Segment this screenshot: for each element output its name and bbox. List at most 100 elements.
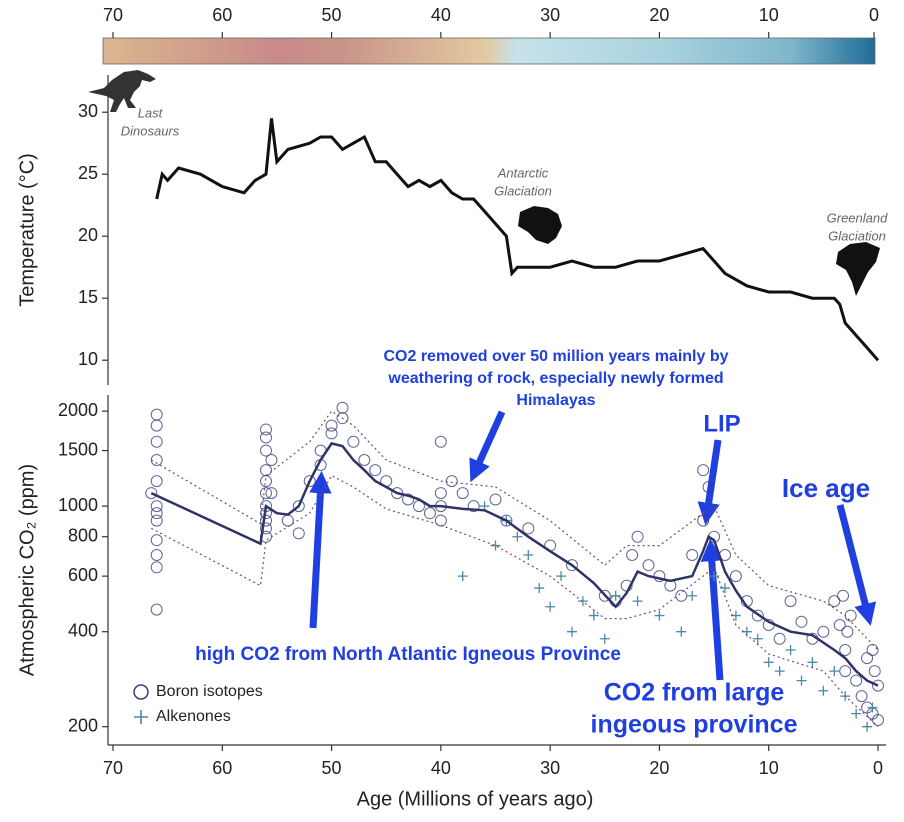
x-tick-label: 40 [431,758,451,778]
alkenone-point [687,590,698,601]
arrow [700,538,724,681]
trend-line [150,441,879,687]
arrow [469,410,506,483]
boron-point [150,549,163,562]
boron-point [839,665,852,678]
x-tick-label: 50 [322,5,342,25]
boron-point [434,514,447,527]
legend-label: Boron isotopes [156,683,263,700]
y-tick-label: 10 [78,349,98,369]
boron-point [697,464,710,477]
alkenone-point [867,702,878,713]
alkenone-point [577,596,588,607]
x-tick-label: 30 [540,758,560,778]
x-tick-label: 20 [649,758,669,778]
boron-point [260,464,272,477]
x-tick-label: 0 [869,5,879,25]
boron-point [868,665,881,678]
boron-point [751,609,764,622]
alkenone-point [534,583,545,594]
y-tick-label: 200 [68,715,98,735]
boron-point [795,615,808,628]
x-tick-label: 10 [759,758,779,778]
alkenone-point [490,540,501,551]
boron-point [150,419,163,432]
x-tick-label: 70 [103,5,123,25]
boron-point [281,514,294,527]
boron-point [861,652,874,665]
boron-point [391,487,404,500]
boron-point [833,619,846,632]
annotation: Himalayas [516,392,595,409]
boron-point [150,561,163,574]
boron-point [500,514,513,527]
boron-point [844,609,857,622]
boron-point [434,487,447,500]
x-tick-label: 50 [322,758,342,778]
boron-point [358,454,371,467]
boron-point [150,475,163,488]
boron-point [456,487,469,500]
annotation: LIP [703,410,740,437]
antarctica-icon [518,206,562,244]
boron-point [489,493,502,506]
annotation: CO2 removed over 50 million years mainly… [383,348,728,365]
boron-point [626,549,639,562]
alkenone-point [851,708,862,719]
y-tick-label: 800 [68,525,98,545]
annotation: Antarctic [497,165,549,180]
boron-point [839,644,852,657]
boron-point [855,690,868,703]
annotation: Ice age [782,473,870,503]
alkenone-point [785,645,796,656]
boron-point [265,487,278,500]
boron-point [260,514,272,527]
boron-point [729,570,742,583]
boron-point [686,549,699,562]
boron-point [434,435,447,448]
y-tick-label: 1500 [58,439,98,459]
legend-marker [133,684,149,700]
annotation: CO2 from large [604,679,785,707]
alkenone-point [567,626,577,637]
y-axis-label: Atmospheric CO₂ (ppm) [16,464,38,676]
x-tick-label: 40 [431,5,451,25]
boron-point [445,475,458,488]
bound-line [150,410,879,651]
legend-label: Alkenones [156,708,231,725]
alkenone-point [807,657,818,668]
boron-point [150,603,163,616]
annotation: high CO2 from North Atlantic Igneous Pro… [195,644,621,665]
annotation: Glaciation [828,228,886,243]
boron-point [423,507,436,520]
boron-point [566,559,578,572]
y-tick-label: 15 [78,287,98,307]
alkenone-point [556,571,567,582]
boron-point [260,444,272,457]
boron-point [369,464,382,477]
legend-marker [134,710,148,724]
boron-point [303,475,316,488]
annotation: Greenland [827,210,888,225]
y-tick-label: 30 [78,101,98,121]
boron-point [828,595,841,608]
annotation: Dinosaurs [121,123,180,138]
alkenone-point [720,583,730,594]
alkenone-point [610,590,621,601]
dinosaur-icon [88,70,156,112]
alkenone-point [829,666,840,677]
boron-point [260,475,272,488]
y-tick-label: 20 [78,225,98,245]
alkenone-point [599,633,610,644]
boron-point [336,401,349,414]
x-tick-label: 70 [103,758,123,778]
y-tick-label: 2000 [58,400,98,420]
boron-point [150,454,163,467]
boron-point [837,589,850,602]
boron-point [402,493,415,506]
alkenone-point [709,571,720,582]
y-tick-label: 1000 [58,495,98,515]
boron-point [292,500,305,513]
boron-point [850,674,863,687]
